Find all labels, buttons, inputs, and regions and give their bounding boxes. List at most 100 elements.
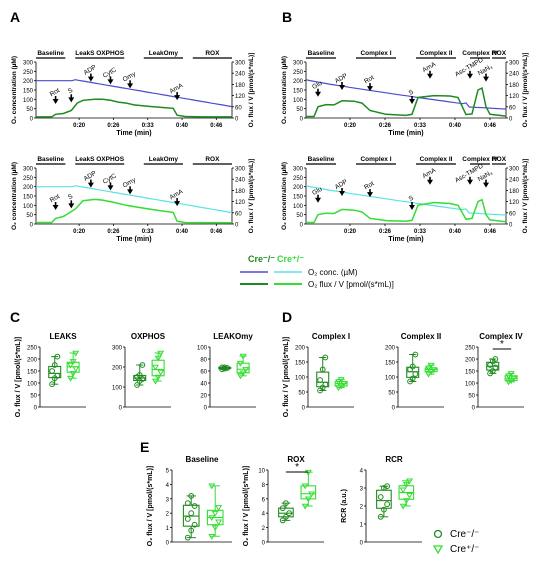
left-tick-label: 200: [23, 79, 34, 85]
injection-label: S: [67, 193, 75, 202]
data-point: [139, 376, 146, 382]
data-point: [67, 375, 74, 382]
boxplot-rcr: RCR 0 1 2 3 4 RCR (a.u.): [341, 455, 422, 547]
y-tick-label: 100: [27, 382, 38, 388]
right-tick-label: 240: [509, 72, 520, 78]
protocol-label: Complex II: [420, 156, 453, 163]
data-point: [492, 356, 499, 362]
box: [236, 362, 250, 374]
data-point: [427, 369, 435, 376]
right-tick-label: 120: [235, 200, 246, 206]
box: [300, 485, 317, 500]
data-point: [154, 355, 162, 362]
data-point: [340, 381, 348, 388]
data-point: [412, 351, 419, 358]
right-tick-label: 300: [235, 61, 246, 67]
chart-title: Complex IV: [479, 332, 523, 341]
data-point: [184, 534, 191, 541]
injection-label: Glu: [311, 80, 324, 91]
y-tick-label: 100: [295, 376, 306, 382]
legend-e-het-marker: [432, 545, 444, 555]
y-tick-label: 50: [468, 394, 475, 400]
injection-arrow: [339, 85, 345, 90]
injection-label: Rot: [49, 193, 61, 204]
y-tick-label: 20: [200, 394, 207, 400]
x-tick-label: 0:46: [484, 123, 497, 129]
data-point: [377, 513, 384, 520]
y-tick-label: 200: [27, 358, 38, 364]
data-point: [402, 482, 410, 488]
injection-arrow: [483, 76, 489, 82]
y-axis-label: O₂ flux / V [pmol/(s*mL)]: [283, 337, 290, 418]
y-tick-label: 0: [34, 406, 38, 412]
x-tick-label: 0:33: [414, 229, 427, 235]
data-point: [409, 363, 416, 370]
data-point: [319, 366, 326, 373]
panel-label-b: B: [282, 9, 292, 25]
y-tick-label: 4: [360, 469, 364, 475]
x-tick-label: 0:33: [414, 123, 427, 129]
right-tick-label: 240: [235, 72, 246, 78]
data-point: [54, 372, 61, 379]
y-tick-label: 1: [360, 523, 364, 529]
data-point: [301, 503, 309, 510]
data-point: [283, 513, 289, 520]
significance-star: *: [295, 462, 299, 473]
right-tick-label: 300: [235, 167, 246, 173]
y-tick-label: 100: [385, 376, 396, 382]
x-axis-label: Time (min): [388, 236, 423, 243]
injection-arrow: [107, 79, 114, 85]
data-point: [69, 371, 77, 377]
chart-title: OXPHOS: [131, 332, 166, 341]
y-tick-label: 60: [200, 370, 207, 376]
protocol-label: LeakS OXPHOS: [75, 156, 124, 163]
y-tick-label: 0: [472, 406, 476, 412]
y-tick-label: 4: [166, 483, 170, 489]
y-tick-label: 6: [262, 497, 266, 503]
data-point: [67, 362, 74, 369]
data-point: [136, 372, 143, 378]
panel-label-c: C: [10, 309, 20, 325]
data-point: [188, 493, 195, 499]
left-tick-label: 250: [23, 176, 34, 182]
data-point: [211, 510, 219, 517]
x-tick-label: 0:26: [379, 123, 392, 129]
right-tick-label: 300: [509, 61, 520, 67]
boxplot-complex-i: Complex I 0 50 100 150 200 O₂ flux / V [pmol/(…: [283, 332, 354, 417]
injection-arrow: [127, 189, 134, 195]
x-tick-label: 0:20: [344, 123, 357, 129]
left-tick-label: 100: [23, 204, 34, 210]
left-tick-label: 300: [293, 61, 304, 67]
injection-label: Glu: [311, 186, 324, 197]
x-tick-label: 0:40: [449, 123, 462, 129]
data-point: [239, 353, 247, 360]
legend-cre-ko: Cre⁻/⁻: [248, 254, 275, 264]
data-point: [505, 373, 512, 380]
injection-arrow: [467, 73, 473, 79]
chart-title: Complex II: [401, 332, 441, 341]
left-tick-label: 50: [296, 107, 303, 113]
injection-arrow: [427, 73, 433, 79]
y-right-label: O₂ flux / V [pmol/(s*mL)]: [522, 159, 529, 234]
y-tick-label: 8: [262, 483, 266, 489]
o2-flux-trace: [306, 87, 507, 118]
y-left-label: O₂ concentration (µM): [281, 56, 288, 124]
data-point: [427, 362, 435, 369]
x-tick-label: 0:33: [142, 123, 155, 129]
data-point: [49, 368, 55, 374]
panel-label-e: E: [140, 439, 149, 455]
o2-conc-trace: [36, 79, 233, 108]
left-tick-label: 100: [293, 204, 304, 210]
data-point: [191, 503, 198, 509]
y-tick-label: 100: [465, 382, 476, 388]
data-point: [304, 496, 312, 503]
right-tick-label: 0: [235, 223, 239, 229]
y-tick-label: 3: [360, 487, 364, 493]
chart-title: LEAKS: [49, 332, 77, 341]
y-tick-label: 0: [166, 541, 170, 547]
injection-arrow: [409, 99, 415, 104]
left-tick-label: 250: [293, 70, 304, 76]
boxplot-leaks: LEAKS 0 50 100 150 200 250 O₂ flux / V [pmol/(s…: [15, 332, 86, 417]
y-tick-label: 0: [204, 406, 208, 412]
y-tick-label: 1: [166, 526, 170, 532]
